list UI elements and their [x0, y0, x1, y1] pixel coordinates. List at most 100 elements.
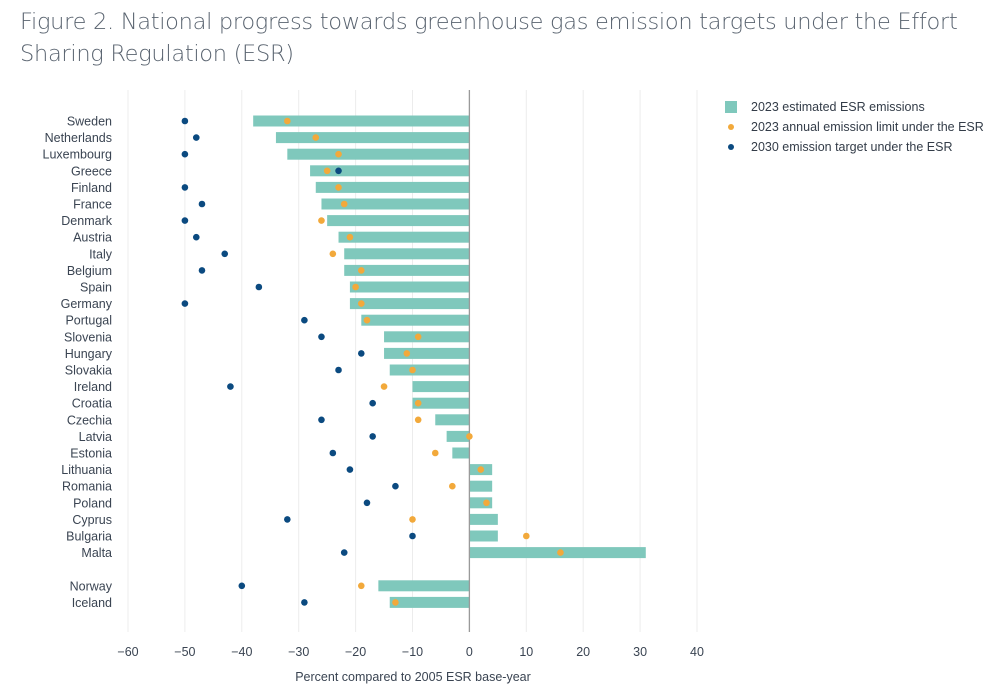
limit-dot	[312, 134, 320, 141]
country-label: Belgium	[67, 264, 112, 278]
target-dot	[238, 582, 246, 590]
limit-dot	[409, 366, 416, 374]
country-label: Sweden	[67, 115, 112, 129]
target-dot	[340, 549, 348, 556]
target-dot	[392, 482, 399, 490]
x-tick-label: 40	[690, 645, 704, 659]
limit-dot	[357, 582, 365, 590]
target-dot	[198, 267, 206, 274]
x-tick-label: −10	[402, 645, 423, 659]
emission-bar	[469, 497, 493, 509]
country-label: Ireland	[74, 380, 112, 394]
country-label: Czechia	[67, 413, 112, 427]
legend-dot-target	[728, 144, 734, 150]
emission-bar	[412, 381, 470, 393]
limit-dot	[483, 499, 490, 507]
dots	[181, 117, 564, 606]
emission-bar	[287, 148, 470, 160]
country-label: Cyprus	[72, 513, 112, 527]
country-label: Denmark	[61, 214, 112, 228]
limit-dot	[403, 350, 411, 357]
target-dot	[409, 532, 416, 540]
emission-bar	[435, 414, 470, 426]
emission-bar	[253, 115, 470, 127]
target-dot	[369, 433, 376, 440]
country-label: Iceland	[72, 596, 112, 610]
limit-dot	[409, 516, 416, 523]
target-dot	[318, 416, 325, 424]
x-tick-label: −20	[345, 645, 366, 659]
limit-dot	[335, 184, 342, 191]
emission-bar	[384, 331, 470, 343]
target-dot	[301, 599, 308, 606]
legend-dot-limit	[728, 124, 734, 130]
emission-bar	[349, 281, 470, 293]
limit-dot	[284, 117, 291, 125]
country-label: Portugal	[65, 314, 112, 328]
x-tick-label: −40	[231, 645, 252, 659]
emission-bar	[344, 264, 470, 276]
limit-dot	[329, 250, 337, 258]
limit-dot	[431, 449, 439, 457]
limit-dot	[523, 532, 530, 540]
emission-bar	[469, 513, 498, 525]
country-label: Hungary	[65, 347, 113, 361]
x-tick-label: −60	[117, 645, 138, 659]
legend-label: 2030 emission target under the ESR	[751, 140, 953, 154]
emission-bar	[469, 480, 493, 492]
target-dot	[198, 200, 206, 208]
target-dot	[255, 283, 263, 291]
target-dot	[181, 150, 189, 158]
emission-bar	[315, 181, 470, 193]
legend-item-bar: 2023 estimated ESR emissions	[725, 97, 984, 117]
country-label: Estonia	[70, 447, 112, 461]
x-tick-label: −30	[288, 645, 309, 659]
limit-dot	[323, 167, 331, 175]
legend: 2023 estimated ESR emissions 2023 annual…	[725, 97, 984, 157]
limit-dot	[477, 466, 485, 473]
limit-dot	[380, 383, 388, 390]
country-label: Luxembourg	[43, 148, 113, 162]
target-dot	[335, 167, 342, 175]
country-label: Finland	[71, 181, 112, 195]
target-dot	[221, 250, 229, 258]
emission-bar	[349, 298, 470, 310]
limit-dot	[557, 549, 564, 556]
legend-label: 2023 estimated ESR emissions	[751, 100, 925, 114]
target-dot	[227, 383, 234, 390]
emission-bar	[275, 132, 470, 144]
target-dot	[363, 499, 371, 507]
target-dot	[284, 516, 291, 523]
x-tick-label: 20	[576, 645, 590, 659]
country-label: Bulgaria	[66, 530, 112, 544]
target-dot	[346, 466, 354, 473]
x-axis-title: Percent compared to 2005 ESR base-year	[295, 670, 531, 684]
legend-label: 2023 annual emission limit under the ESR	[751, 120, 984, 134]
limit-dot	[363, 316, 371, 324]
limit-dot	[346, 233, 354, 241]
country-label: Austria	[73, 231, 112, 245]
emission-bar	[344, 248, 470, 260]
country-label: Norway	[70, 579, 113, 593]
emission-bar	[378, 580, 470, 592]
country-label: Lithuania	[61, 463, 112, 477]
target-dot	[181, 300, 189, 307]
limit-dot	[352, 283, 359, 291]
target-dot	[369, 399, 376, 407]
emission-bar	[446, 430, 470, 442]
x-tick-label: 10	[519, 645, 533, 659]
legend-item-limit: 2023 annual emission limit under the ESR	[725, 117, 984, 137]
emission-bar	[384, 347, 470, 359]
limit-dot	[392, 599, 399, 606]
legend-swatch-bar	[725, 101, 737, 113]
target-dot	[192, 134, 200, 141]
country-label: Latvia	[79, 430, 112, 444]
country-labels: Sweden Netherlands Luxembourg Greece Finland…	[43, 115, 113, 610]
emission-bar	[469, 530, 498, 542]
limit-dot	[335, 150, 342, 158]
target-dot	[181, 184, 189, 191]
target-dot	[181, 117, 189, 125]
country-label: Poland	[73, 496, 112, 510]
emission-bar	[321, 198, 470, 210]
